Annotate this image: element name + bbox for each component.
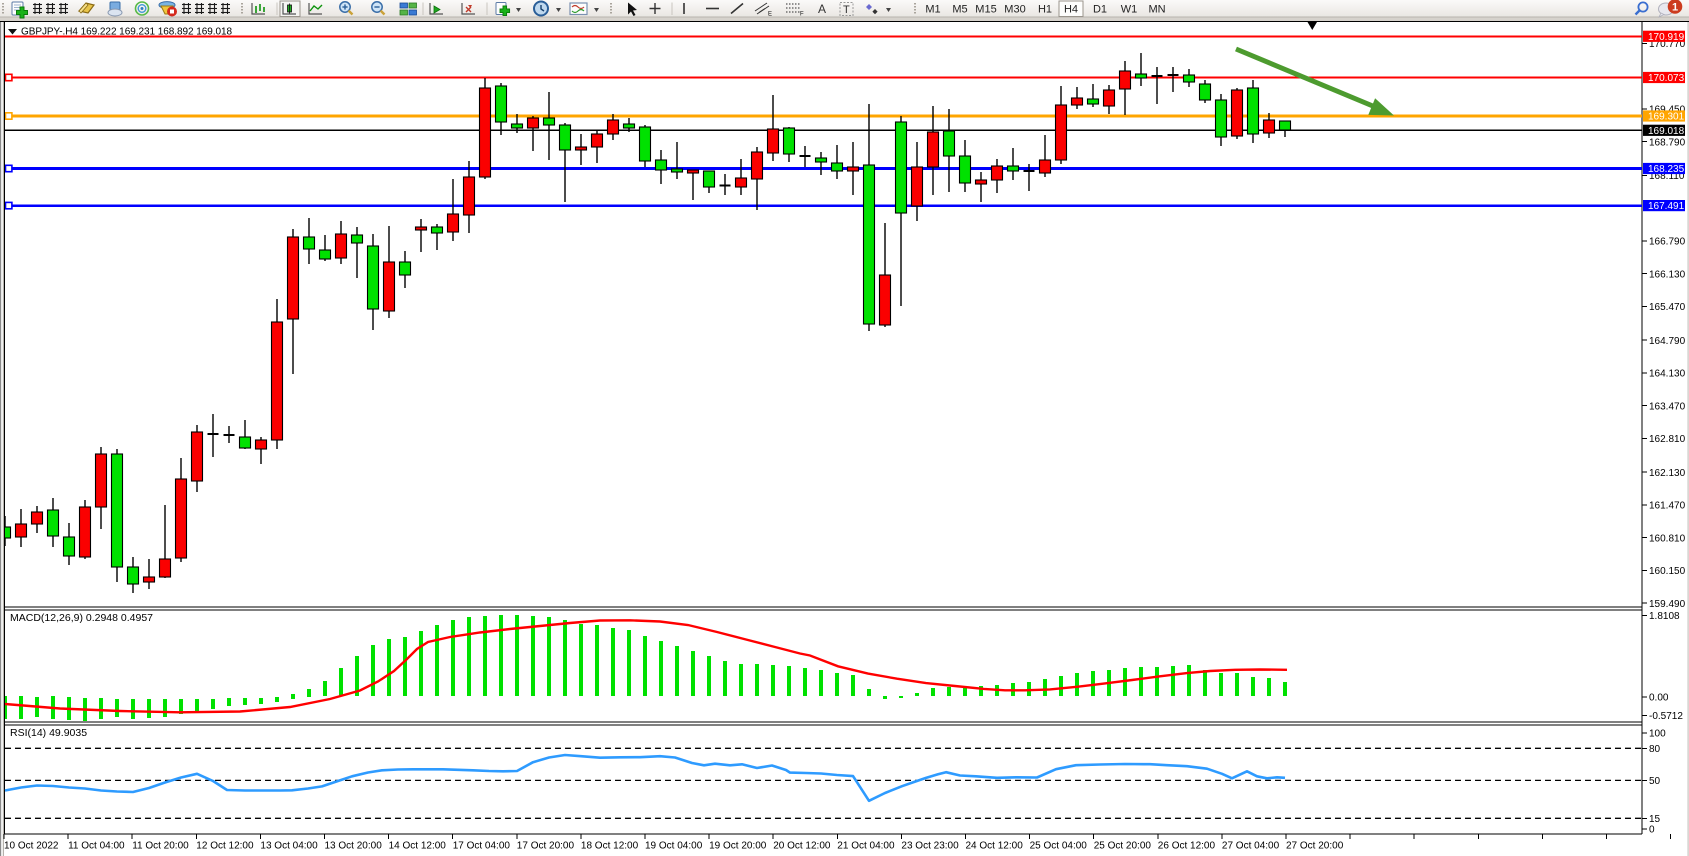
svg-text:F: F — [800, 12, 804, 18]
svg-text:0.00: 0.00 — [1649, 693, 1669, 704]
svg-text:100: 100 — [1649, 729, 1666, 740]
svg-text:163.470: 163.470 — [1649, 401, 1686, 412]
svg-text:162.810: 162.810 — [1649, 434, 1686, 445]
svg-text:25 Oct 20:00: 25 Oct 20:00 — [1094, 841, 1152, 852]
svg-text:17 Oct 20:00: 17 Oct 20:00 — [517, 841, 575, 852]
svg-text:169.018: 169.018 — [1648, 126, 1685, 137]
svg-text:162.130: 162.130 — [1649, 468, 1686, 479]
svg-text:164.790: 164.790 — [1649, 336, 1686, 347]
svg-text:159.490: 159.490 — [1649, 599, 1686, 610]
svg-text:80: 80 — [1649, 744, 1661, 755]
svg-text:15: 15 — [1649, 814, 1661, 825]
svg-text:160.150: 160.150 — [1649, 566, 1686, 577]
svg-text:H1: H1 — [1038, 4, 1052, 16]
svg-text:M1: M1 — [925, 4, 940, 16]
svg-text:12 Oct 12:00: 12 Oct 12:00 — [196, 841, 254, 852]
svg-text:14 Oct 12:00: 14 Oct 12:00 — [389, 841, 447, 852]
svg-text:160.810: 160.810 — [1649, 533, 1686, 544]
svg-text:11 Oct 04:00: 11 Oct 04:00 — [68, 841, 125, 852]
svg-text:MACD(12,26,9) 0.2948 0.4957: MACD(12,26,9) 0.2948 0.4957 — [10, 612, 153, 624]
svg-text:166.790: 166.790 — [1649, 237, 1686, 248]
svg-text:GBPJPY-.H4 169.222 169.231 16: GBPJPY-.H4 169.222 169.231 168.892 169.0… — [21, 27, 233, 38]
svg-text:1: 1 — [1672, 2, 1678, 14]
svg-text:25 Oct 04:00: 25 Oct 04:00 — [1030, 841, 1088, 852]
svg-text:21 Oct 04:00: 21 Oct 04:00 — [837, 841, 895, 852]
svg-text:M30: M30 — [1004, 4, 1025, 16]
svg-text:H4: H4 — [1064, 4, 1078, 16]
svg-text:0: 0 — [1649, 825, 1655, 836]
svg-text:RSI(14) 49.9035: RSI(14) 49.9035 — [10, 727, 87, 739]
svg-text:MN: MN — [1148, 4, 1165, 16]
svg-text:168.790: 168.790 — [1649, 137, 1686, 148]
svg-text:170.919: 170.919 — [1648, 32, 1685, 43]
svg-text:166.130: 166.130 — [1649, 269, 1686, 280]
svg-text:M5: M5 — [952, 4, 967, 16]
svg-text:18 Oct 12:00: 18 Oct 12:00 — [581, 841, 639, 852]
svg-text:-0.5712: -0.5712 — [1649, 711, 1683, 722]
svg-text:167.491: 167.491 — [1648, 201, 1685, 212]
svg-text:170.073: 170.073 — [1648, 73, 1685, 84]
svg-text:19 Oct 20:00: 19 Oct 20:00 — [709, 841, 767, 852]
svg-text:T: T — [843, 4, 850, 16]
svg-text:W1: W1 — [1121, 4, 1138, 16]
svg-text:1.8108: 1.8108 — [1649, 611, 1680, 622]
svg-text:168.235: 168.235 — [1648, 164, 1685, 175]
svg-text:165.470: 165.470 — [1649, 302, 1686, 313]
svg-text:10 Oct 2022: 10 Oct 2022 — [4, 841, 59, 852]
svg-text:26 Oct 12:00: 26 Oct 12:00 — [1158, 841, 1216, 852]
svg-text:169.450: 169.450 — [1649, 105, 1686, 116]
svg-text:168.110: 168.110 — [1649, 171, 1685, 182]
svg-text:17 Oct 04:00: 17 Oct 04:00 — [453, 841, 511, 852]
svg-text:M15: M15 — [975, 4, 996, 16]
svg-text:27 Oct 04:00: 27 Oct 04:00 — [1222, 841, 1280, 852]
svg-text:161.470: 161.470 — [1649, 501, 1686, 512]
svg-text:19 Oct 04:00: 19 Oct 04:00 — [645, 841, 703, 852]
svg-text:27 Oct 20:00: 27 Oct 20:00 — [1286, 841, 1344, 852]
svg-text:A: A — [818, 2, 826, 16]
svg-text:13 Oct 20:00: 13 Oct 20:00 — [325, 841, 383, 852]
svg-text:164.130: 164.130 — [1649, 369, 1686, 380]
svg-text:24 Oct 12:00: 24 Oct 12:00 — [966, 841, 1024, 852]
svg-text:13 Oct 04:00: 13 Oct 04:00 — [260, 841, 318, 852]
svg-text:20 Oct 12:00: 20 Oct 12:00 — [773, 841, 831, 852]
svg-text:E: E — [768, 12, 772, 18]
svg-text:D1: D1 — [1093, 4, 1107, 16]
svg-text:170.770: 170.770 — [1649, 39, 1686, 50]
svg-text:50: 50 — [1649, 776, 1661, 787]
svg-text:23 Oct 23:00: 23 Oct 23:00 — [901, 841, 959, 852]
svg-text:169.301: 169.301 — [1648, 112, 1685, 123]
svg-text:11 Oct 20:00: 11 Oct 20:00 — [132, 841, 189, 852]
